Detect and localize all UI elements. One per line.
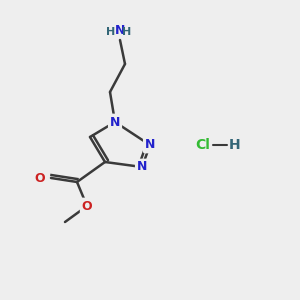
Text: O: O (82, 200, 92, 212)
Text: H: H (122, 27, 132, 37)
Text: O: O (34, 172, 45, 184)
Text: N: N (137, 160, 147, 173)
Text: H: H (106, 27, 116, 37)
Text: Cl: Cl (195, 138, 210, 152)
Text: N: N (145, 139, 155, 152)
Text: N: N (115, 24, 125, 37)
Text: H: H (229, 138, 241, 152)
Text: N: N (110, 116, 120, 128)
